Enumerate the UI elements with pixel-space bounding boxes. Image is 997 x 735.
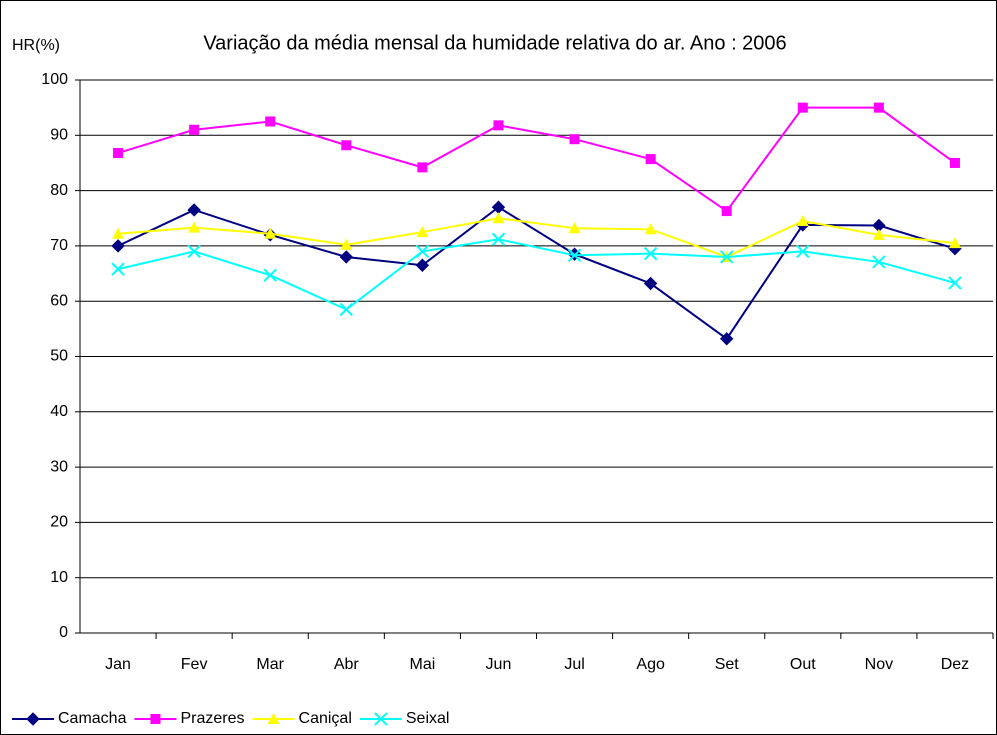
marker bbox=[720, 250, 734, 264]
y-tick-label: 100 bbox=[41, 71, 68, 88]
marker bbox=[111, 239, 125, 253]
y-tick-label: 0 bbox=[59, 624, 68, 641]
legend-marker bbox=[26, 712, 40, 726]
marker bbox=[264, 227, 277, 239]
y-tick-label: 10 bbox=[50, 569, 68, 586]
y-tick-label: 20 bbox=[50, 514, 68, 531]
y-tick-label: 40 bbox=[50, 403, 68, 420]
x-tick-label: Ago bbox=[636, 656, 665, 673]
marker bbox=[644, 223, 657, 235]
marker bbox=[188, 221, 201, 233]
marker bbox=[720, 332, 734, 346]
marker bbox=[113, 147, 124, 158]
legend-label: Camacha bbox=[58, 710, 127, 727]
marker bbox=[112, 227, 125, 239]
y-tick-label: 30 bbox=[50, 458, 68, 475]
line bbox=[117, 238, 956, 311]
x-tick-label: Nov bbox=[865, 656, 893, 673]
marker bbox=[873, 102, 884, 113]
x-tick-label: Jul bbox=[564, 656, 584, 673]
marker bbox=[567, 248, 582, 263]
legend-marker bbox=[267, 713, 280, 724]
marker bbox=[189, 124, 200, 135]
marker bbox=[796, 215, 809, 227]
marker bbox=[339, 302, 353, 317]
marker bbox=[187, 203, 201, 217]
marker bbox=[643, 246, 658, 261]
line bbox=[117, 106, 956, 213]
legend-marker bbox=[150, 714, 161, 724]
marker bbox=[265, 116, 276, 127]
x-tick-label: Set bbox=[715, 656, 740, 673]
legend-label: Seixal bbox=[406, 710, 450, 727]
marker bbox=[416, 226, 429, 238]
chart-title: Variação da média mensal da humidade rel… bbox=[203, 32, 786, 54]
legend-marker bbox=[374, 712, 388, 726]
marker bbox=[341, 140, 352, 151]
x-tick-label: Abr bbox=[334, 656, 360, 673]
x-tick-label: Mar bbox=[256, 656, 284, 673]
marker bbox=[872, 255, 886, 269]
marker bbox=[948, 276, 962, 290]
marker bbox=[568, 222, 581, 234]
x-tick-label: Fev bbox=[181, 656, 208, 673]
marker bbox=[339, 250, 353, 264]
x-tick-label: Out bbox=[790, 656, 816, 673]
x-tick-label: Jun bbox=[486, 656, 512, 673]
legend-label: Prazeres bbox=[180, 710, 244, 727]
y-tick-label: 90 bbox=[50, 127, 68, 144]
marker bbox=[493, 120, 504, 131]
marker bbox=[492, 212, 505, 224]
x-tick-label: Dez bbox=[941, 656, 969, 673]
line bbox=[117, 217, 956, 259]
line bbox=[117, 205, 956, 341]
marker bbox=[491, 232, 506, 246]
x-tick-label: Mai bbox=[409, 656, 435, 673]
marker bbox=[721, 206, 732, 217]
marker bbox=[948, 237, 961, 249]
x-tick-label: Jan bbox=[105, 656, 131, 673]
marker bbox=[111, 262, 125, 276]
marker bbox=[263, 268, 277, 282]
marker bbox=[415, 244, 430, 259]
y-tick-label: 50 bbox=[50, 348, 68, 365]
marker bbox=[872, 228, 885, 240]
y-tick-label: 70 bbox=[50, 237, 68, 254]
y-axis-label: HR(%) bbox=[12, 37, 60, 54]
marker bbox=[645, 154, 656, 165]
y-tick-label: 60 bbox=[50, 292, 68, 309]
marker bbox=[415, 258, 430, 272]
legend-label: Caniçal bbox=[299, 710, 352, 727]
marker bbox=[417, 162, 428, 173]
marker bbox=[187, 244, 201, 259]
marker bbox=[340, 238, 353, 250]
marker bbox=[569, 134, 580, 145]
marker bbox=[796, 244, 810, 259]
marker bbox=[643, 276, 658, 291]
marker bbox=[797, 102, 808, 113]
marker bbox=[949, 157, 960, 168]
y-tick-label: 80 bbox=[50, 182, 68, 199]
